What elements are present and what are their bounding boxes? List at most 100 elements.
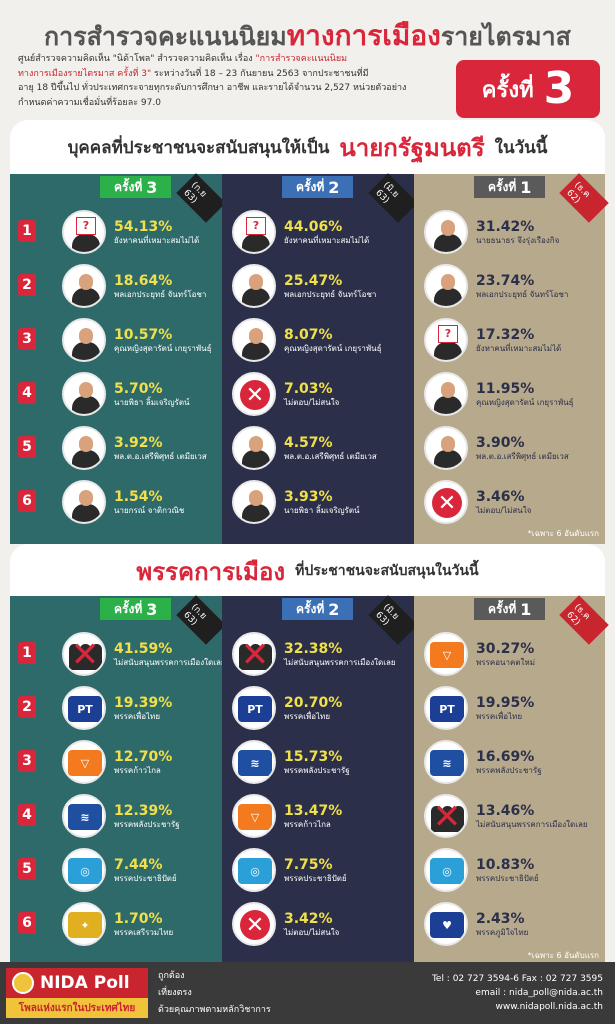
- rank-number: 1: [18, 220, 36, 242]
- desc-line-2a: ทางการเมืองรายไตรมาส ครั้งที่ 3": [18, 68, 152, 79]
- ranking-entry: ✕ 3.46% ไม่ตอบ/ไม่สนใจ: [424, 480, 531, 524]
- entry-name: พรรคประชาธิปัตย์: [114, 873, 177, 883]
- contact-email[interactable]: email : nida_poll@nida.ac.th: [475, 988, 603, 998]
- entry-name: พรรคก้าวไกล: [284, 819, 331, 829]
- palang-pracharath-logo-icon: ≋: [62, 794, 106, 838]
- round-label: ครั้งที่: [488, 179, 517, 194]
- entry-name: พล.ต.อ.เสรีพิศุทธ์ เตมียเวส: [114, 451, 207, 461]
- pheu-thai-logo-icon: PT: [232, 686, 276, 730]
- title-part-c: รายไตรมาส: [440, 22, 571, 51]
- contact-website[interactable]: www.nidapoll.nida.ac.th: [495, 1002, 603, 1012]
- round-column-3: ครั้งที่ 3 (ก.ย 63)? 54.13% ยังหาคนที่เหมาะส…: [10, 173, 226, 544]
- ranking-entry: ✕ 32.38% ไม่สนับสนุนพรรคการเมืองใดเลย: [232, 632, 396, 676]
- ranking-entry: 4.57% พล.ต.อ.เสรีพิศุทธ์ เตมียเวส: [232, 426, 377, 470]
- entry-percent: 12.70%: [114, 748, 173, 765]
- move-forward-logo-icon: ▽: [232, 794, 276, 838]
- entry-percent: 10.57%: [114, 326, 173, 343]
- entry-percent: 17.32%: [476, 326, 535, 343]
- ranking-entry: ≋ 16.69% พรรคพลังประชารัฐ: [424, 740, 542, 784]
- entry-name: นายธนาธร จึงรุ่งเรืองกิจ: [476, 235, 560, 245]
- entry-name: คุณหญิงสุดารัตน์ เกยุราพันธุ์: [284, 343, 382, 353]
- entry-name: ไม่สนับสนุนพรรคการเมืองใดเลย: [476, 819, 588, 829]
- entry-name: พรรคก้าวไกล: [114, 765, 161, 775]
- entry-percent: 31.42%: [476, 218, 535, 235]
- future-forward-logo-icon: ▽: [424, 632, 468, 676]
- round-label: ครั้งที่: [114, 179, 143, 194]
- round-column-3: ครั้งที่ 3 (ก.ย 63) ✕ 41.59% ไม่สนับสนุนพรรคก…: [10, 595, 226, 966]
- entry-name: พล.ต.อ.เสรีพิศุทธ์ เตมียเวส: [284, 451, 377, 461]
- entry-percent: 7.03%: [284, 380, 333, 397]
- entry-percent: 3.90%: [476, 434, 525, 451]
- portrait-icon: [232, 318, 276, 362]
- x-mark-icon: ✕: [232, 902, 276, 946]
- entry-percent: 7.44%: [114, 856, 163, 873]
- footer-value-3: ด้วยคุณภาพตามหลักวิชาการ: [158, 1005, 271, 1015]
- entry-name: พลเอกประยุทธ์ จันทร์โอชา: [284, 289, 377, 299]
- entry-name: พล.ต.อ.เสรีพิศุทธ์ เตมียเวส: [476, 451, 569, 461]
- entry-name: นายพิธา ลิ้มเจริญรัตน์: [284, 505, 360, 515]
- pm-heading-highlight: นายกรัฐมนตรี: [339, 133, 485, 162]
- rank-number: 4: [18, 804, 36, 826]
- ranking-entry: 3.90% พล.ต.อ.เสรีพิศุทธ์ เตมียเวส: [424, 426, 569, 470]
- entry-name: พรรคเพื่อไทย: [114, 711, 161, 721]
- ranking-entry: ◎ 7.75% พรรคประชาธิปัตย์: [232, 848, 347, 892]
- ranking-entry: ? 44.06% ยังหาคนที่เหมาะสมไม่ได้: [232, 210, 369, 254]
- footer-value-2: เที่ยงตรง: [158, 988, 192, 998]
- entry-percent: 41.59%: [114, 640, 173, 657]
- round-number: 3: [146, 177, 158, 197]
- ranking-entry: 11.95% คุณหญิงสุดารัตน์ เกยุราพันธุ์: [424, 372, 574, 416]
- ranking-entry: ◎ 10.83% พรรคประชาธิปัตย์: [424, 848, 539, 892]
- entry-name: พรรคพลังประชารัฐ: [114, 819, 180, 829]
- rank-number: 6: [18, 912, 36, 934]
- round-tag: ครั้งที่ 3: [100, 598, 172, 620]
- portrait-icon: [62, 372, 106, 416]
- entry-percent: 3.92%: [114, 434, 163, 451]
- entry-name: ไม่สนับสนุนพรรคการเมืองใดเลย: [114, 657, 226, 667]
- round-badge: ครั้งที่ 3: [456, 60, 600, 118]
- ranking-entry: 3.93% นายพิธา ลิ้มเจริญรัตน์: [232, 480, 360, 524]
- round-badge-number: 3: [543, 63, 575, 114]
- entry-percent: 18.64%: [114, 272, 173, 289]
- ranking-entry: PT 20.70% พรรคเพื่อไทย: [232, 686, 342, 730]
- no-party-group-icon: ✕: [232, 632, 276, 676]
- ranking-entry: ◎ 7.44% พรรคประชาธิปัตย์: [62, 848, 177, 892]
- democrat-logo-icon: ◎: [424, 848, 468, 892]
- rank-number: 2: [18, 274, 36, 296]
- ranking-entry: 3.92% พล.ต.อ.เสรีพิศุทธ์ เตมียเวส: [62, 426, 207, 470]
- entry-percent: 12.39%: [114, 802, 173, 819]
- title-part-a: การสำรวจคะแนนนิยม: [44, 22, 287, 51]
- ranking-entry: PT 19.95% พรรคเพื่อไทย: [424, 686, 534, 730]
- footer: NIDA Poll โพลแห่งแรกในประเทศไทย ถูกต้อง …: [0, 962, 615, 1024]
- ranking-entry: ≋ 12.39% พรรคพลังประชารัฐ: [62, 794, 180, 838]
- entry-percent: 4.57%: [284, 434, 333, 451]
- round-number: 3: [146, 599, 158, 619]
- ranking-entry: ? 17.32% ยังหาคนที่เหมาะสมไม่ได้: [424, 318, 561, 362]
- page-title: การสำรวจคะแนนนิยมทางการเมืองรายไตรมาส: [0, 14, 615, 58]
- entry-percent: 20.70%: [284, 694, 343, 711]
- entry-name: คุณหญิงสุดารัตน์ เกยุราพันธุ์: [476, 397, 574, 407]
- pm-heading-tail: ในวันนี้: [494, 137, 548, 158]
- ranking-entry: 5.70% นายพิธา ลิ้มเจริญรัตน์: [62, 372, 190, 416]
- desc-line-4: กำหนดค่าความเชื่อมั่นที่ร้อยละ 97.0: [18, 97, 161, 108]
- entry-percent: 10.83%: [476, 856, 535, 873]
- entry-percent: 16.69%: [476, 748, 535, 765]
- entry-name: ไม่ตอบ/ไม่สนใจ: [284, 397, 340, 407]
- portrait-icon: [232, 480, 276, 524]
- party-heading-highlight: พรรคการเมือง: [136, 557, 286, 586]
- bhumjaithai-logo-icon: ♥: [424, 902, 468, 946]
- question-person-icon: ?: [424, 318, 468, 362]
- entry-percent: 25.47%: [284, 272, 343, 289]
- entry-percent: 2.43%: [476, 910, 525, 927]
- ranking-entry: 25.47% พลเอกประยุทธ์ จันทร์โอชา: [232, 264, 376, 308]
- entry-name: ยังหาคนที่เหมาะสมไม่ได้: [284, 235, 370, 245]
- entry-percent: 19.95%: [476, 694, 535, 711]
- pm-heading-lead: บุคคลที่ประชาชนจะสนับสนุนให้เป็น: [67, 137, 330, 158]
- x-mark-icon: ✕: [424, 480, 468, 524]
- move-forward-logo-icon: ▽: [62, 740, 106, 784]
- entry-percent: 32.38%: [284, 640, 343, 657]
- portrait-icon: [424, 426, 468, 470]
- ranking-entry: 1.54% นายกรณ์ จาติกวณิช: [62, 480, 184, 524]
- round-number: 1: [520, 177, 532, 197]
- round-date: (มิ.ย 63): [368, 173, 418, 223]
- nida-poll-logo: NIDA Poll โพลแห่งแรกในประเทศไทย: [6, 968, 148, 1018]
